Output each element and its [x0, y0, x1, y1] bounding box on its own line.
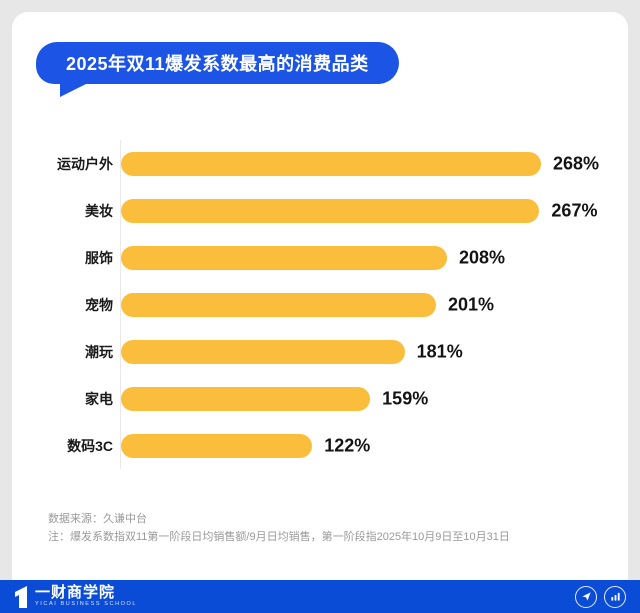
bar [121, 198, 540, 223]
bar [121, 386, 371, 411]
chart-row: 数码3C 122% [40, 422, 600, 469]
chart-row: 服饰 208% [40, 234, 600, 281]
category-label: 服饰 [85, 249, 113, 266]
brand: 一财商学院 YICAI BUSINESS SCHOOL [14, 585, 137, 608]
chart-row: 家电 159% [40, 375, 600, 422]
chart-row: 宠物 201% [40, 281, 600, 328]
bar-chart: 运动户外 268% 美妆 267% 服饰 208% 宠物 201% 潮玩 181… [40, 140, 600, 469]
bar-track: 268% [120, 140, 599, 187]
bar [121, 339, 405, 364]
chart-title: 2025年双11爆发系数最高的消费品类 [66, 54, 369, 74]
bubble-tail-icon [60, 82, 90, 97]
bar-track: 201% [120, 281, 541, 328]
chart-row: 运动户外 268% [40, 140, 600, 187]
value-label: 159% [382, 388, 429, 408]
chart-row: 潮玩 181% [40, 328, 600, 375]
yicai-logo-icon [15, 585, 27, 608]
brand-name: 一财商学院 [35, 584, 116, 602]
value-label: 268% [553, 153, 600, 173]
send-icon[interactable] [575, 585, 597, 608]
category-label: 潮玩 [85, 343, 113, 360]
bar-track: 159% [120, 375, 541, 422]
category-label: 数码3C [67, 437, 113, 454]
value-label: 267% [551, 200, 598, 220]
value-label: 181% [416, 341, 463, 361]
category-label: 宠物 [85, 296, 113, 313]
data-source-note: 数据来源：久谦中台 [48, 513, 147, 525]
brand-subtitle: YICAI BUSINESS SCHOOL [35, 601, 138, 608]
bar-track: 181% [120, 328, 541, 375]
definition-note: 注：爆发系数指双11第一阶段日均销售额/9月日均销售，第一阶段指2025年10月… [48, 531, 510, 543]
category-label: 家电 [85, 390, 113, 407]
bar [121, 292, 436, 317]
bar-chart-icon[interactable] [604, 585, 626, 608]
bar-track: 208% [120, 234, 541, 281]
footer-icons [575, 585, 626, 608]
brand-text: 一财商学院 YICAI BUSINESS SCHOOL [35, 585, 137, 608]
bar [121, 245, 447, 270]
bar [121, 433, 313, 458]
footer-bar: 一财商学院 YICAI BUSINESS SCHOOL [0, 580, 640, 613]
value-label: 208% [458, 247, 506, 267]
bar [121, 151, 541, 176]
value-label: 201% [448, 294, 495, 314]
bar-track: 267% [120, 187, 597, 234]
title-bubble: 2025年双11爆发系数最高的消费品类 [36, 42, 399, 97]
footnotes: 数据来源：久谦中台 注：爆发系数指双11第一阶段日均销售额/9月日均销售，第一阶… [48, 510, 510, 546]
bar-track: 122% [120, 422, 541, 469]
category-label: 运动户外 [57, 155, 113, 172]
value-label: 122% [324, 435, 371, 455]
category-label: 美妆 [85, 202, 113, 219]
infographic-card: 2025年双11爆发系数最高的消费品类 运动户外 268% 美妆 267% 服饰… [12, 12, 628, 613]
chart-row: 美妆 267% [40, 187, 600, 234]
